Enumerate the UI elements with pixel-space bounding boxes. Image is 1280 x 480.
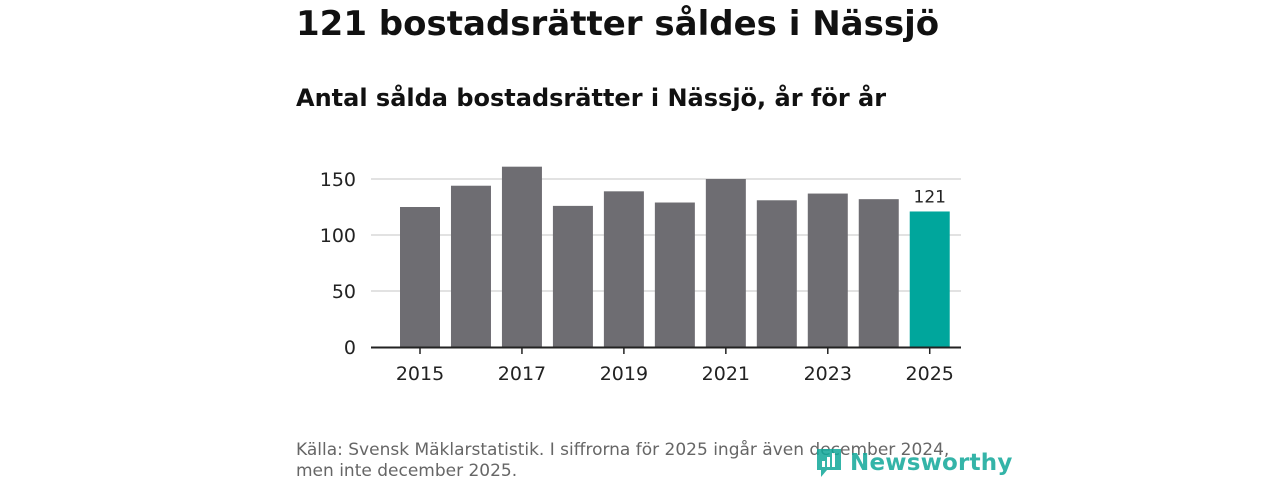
x-tick-label-2025: 2025 bbox=[906, 363, 954, 385]
newsworthy-logo-icon bbox=[817, 449, 841, 477]
y-tick-label-150: 150 bbox=[320, 169, 356, 191]
axes: 0 50 100 150 2015 2017 2019 2021 2023 2025 bbox=[320, 169, 961, 385]
bar-2019 bbox=[603, 191, 644, 347]
x-tick-label-2015: 2015 bbox=[396, 363, 444, 385]
y-tick-label-0: 0 bbox=[344, 337, 356, 359]
data-label-2025: 121 bbox=[914, 187, 946, 207]
bar-2025 bbox=[909, 211, 950, 347]
bar-2021 bbox=[705, 179, 746, 347]
bar-2020 bbox=[654, 202, 695, 347]
x-tick-label-2023: 2023 bbox=[804, 363, 852, 385]
headline: 121 bostadsrätter såldes i Nässjö bbox=[296, 4, 940, 44]
bar-2024 bbox=[858, 199, 899, 347]
bar-2015 bbox=[400, 207, 440, 347]
bars bbox=[400, 166, 950, 347]
y-tick-label-50: 50 bbox=[332, 281, 356, 303]
x-tick-label-2017: 2017 bbox=[498, 363, 546, 385]
y-tick-label-100: 100 bbox=[320, 225, 356, 247]
bar-2018 bbox=[552, 205, 593, 347]
x-tick-label-2019: 2019 bbox=[600, 363, 648, 385]
bar-2016 bbox=[450, 185, 491, 347]
brand-name: Newsworthy bbox=[850, 450, 1013, 476]
chart-title: Antal sålda bostadsrätter i Nässjö, år f… bbox=[296, 84, 887, 112]
x-tick-label-2021: 2021 bbox=[702, 363, 750, 385]
bar-chart: 121 0 50 100 150 2015 2017 2019 2021 2023 2025 bbox=[320, 166, 961, 385]
brand-logo: Newsworthy bbox=[814, 446, 1013, 480]
bar-2017 bbox=[501, 166, 542, 347]
bar-2022 bbox=[756, 200, 797, 347]
data-labels: 121 bbox=[914, 187, 946, 207]
source-note: Källa: Svensk Mäklarstatistik. I siffror… bbox=[296, 440, 950, 480]
bar-2023 bbox=[807, 193, 848, 347]
